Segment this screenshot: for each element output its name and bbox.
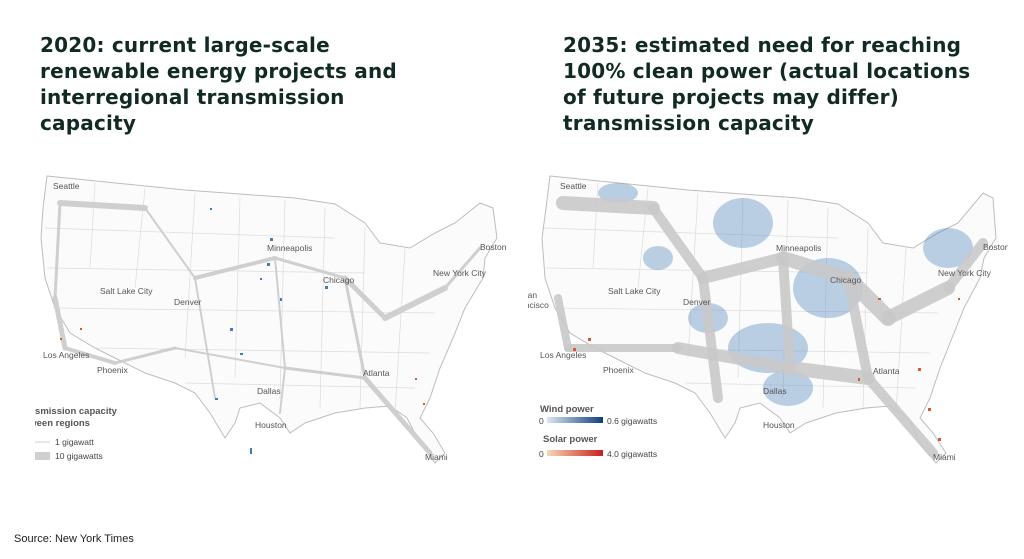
solar-legend-min: 0 [539, 449, 544, 459]
city-label: Chicago [830, 275, 861, 285]
city-label: New York City [433, 268, 487, 278]
wind-gradient-bar [547, 417, 603, 423]
city-label: Los Angeles [43, 350, 89, 360]
city-labels: Seattle Minneapolis Boston New York City… [43, 181, 507, 462]
solar-projects [573, 298, 960, 441]
source-credit: Source: New York Times [14, 533, 134, 545]
city-label: Miami [425, 452, 448, 462]
city-label: Atlanta [873, 366, 900, 376]
city-label: Denver [683, 297, 711, 307]
city-label: Chicago [323, 275, 354, 285]
state-borders [543, 182, 939, 414]
wind-legend-min: 0 [539, 416, 544, 426]
city-label: Houston [763, 420, 795, 430]
title-2020: 2020: current large-scale renewable ener… [40, 33, 397, 135]
transmission-lines [554, 196, 988, 458]
city-label: Salt Lake City [608, 286, 661, 296]
city-label: Phoenix [603, 365, 634, 375]
city-label: Houston [255, 420, 287, 430]
map-2020-svg: Seattle Minneapolis Boston New York City… [35, 175, 507, 464]
city-label: Dallas [763, 386, 787, 396]
city-label: Seattle [560, 181, 587, 191]
state-borders [44, 182, 436, 414]
legend-label-1gw: 1 gigawatt [55, 437, 94, 447]
city-label: Atlanta [363, 368, 390, 378]
wind-projects [210, 208, 328, 454]
city-label: Minneapolis [267, 243, 312, 253]
title-2035: 2035: estimated need for reaching 100% c… [563, 33, 971, 135]
city-label: Phoenix [97, 365, 128, 375]
city-label: Los Angeles [540, 350, 586, 360]
transmission-lines [52, 200, 482, 456]
solar-gradient-bar [547, 450, 603, 456]
city-label: San [528, 290, 537, 300]
map-2035: Seattle Minneapolis Boston New York City… [528, 168, 1008, 473]
legend-title-line1: Transmission capacity [35, 406, 118, 417]
city-label: Minneapolis [776, 243, 821, 253]
solar-projects [60, 328, 425, 405]
solar-legend-title: Solar power [543, 434, 598, 445]
legend-title-line2: between regions [35, 418, 90, 429]
wind-legend-title: Wind power [540, 404, 594, 415]
transmission-legend: Transmission capacity between regions 1 … [35, 406, 118, 461]
city-label: Salt Lake City [100, 286, 153, 296]
map-2035-svg: Seattle Minneapolis Boston New York City… [528, 175, 1008, 464]
map-2020: Seattle Minneapolis Boston New York City… [35, 168, 510, 473]
city-label: Seattle [53, 181, 80, 191]
city-label: Boston [480, 242, 507, 252]
city-label: Denver [174, 297, 202, 307]
solar-legend-max: 4.0 gigawatts [607, 449, 657, 459]
city-label: Francisco [528, 300, 549, 310]
city-label: Boston [983, 242, 1008, 252]
energy-legend: Wind power 0 0.6 gigawatts Solar power 0… [539, 404, 657, 459]
city-label: New York City [938, 268, 992, 278]
city-label: Miami [933, 452, 956, 462]
wind-legend-max: 0.6 gigawatts [607, 416, 657, 426]
city-labels: Seattle Minneapolis Boston New York City… [528, 181, 1008, 462]
city-label: Dallas [257, 386, 281, 396]
legend-label-10gw: 10 gigawatts [55, 451, 103, 461]
